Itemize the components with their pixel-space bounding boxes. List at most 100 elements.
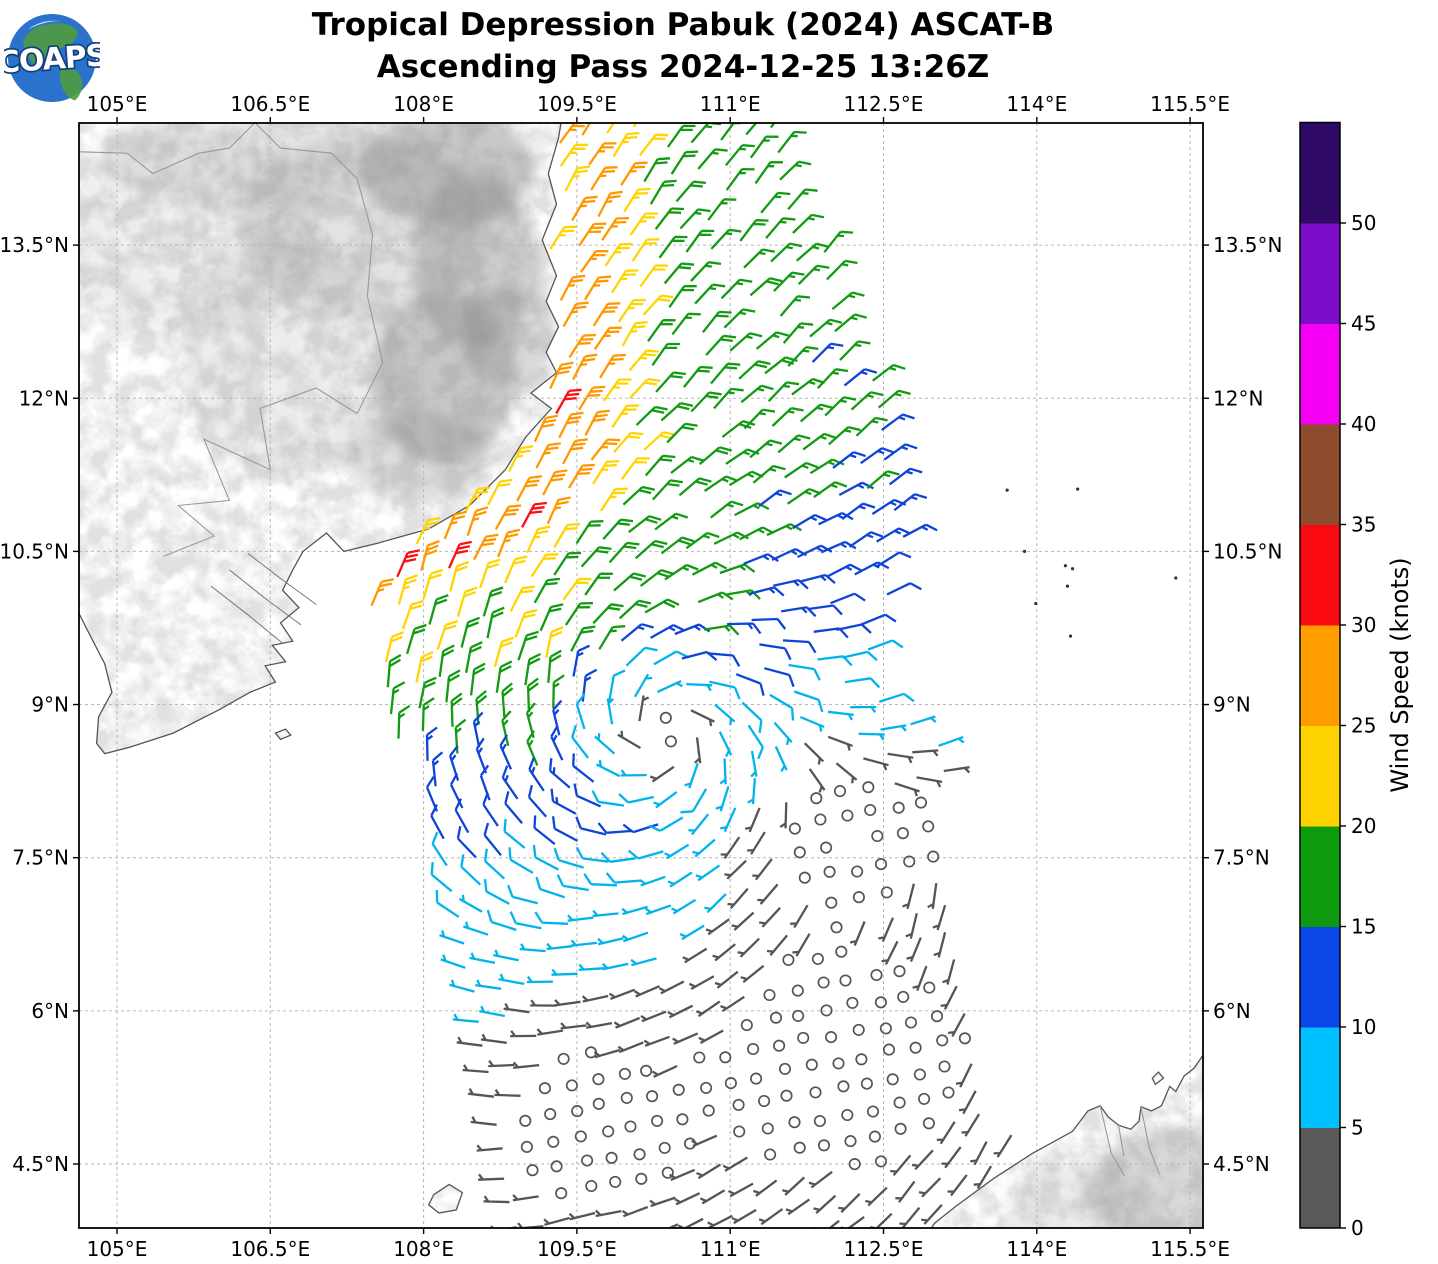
wind-barb — [890, 1154, 912, 1176]
wind-barb — [543, 1216, 570, 1226]
axis-labels: 105°E 105°E 106.5°E 106.5°E 108°E 108°E 109.5°… — [0, 92, 1283, 1261]
wind-barb — [748, 586, 785, 597]
wind-barb — [450, 692, 463, 727]
calm-circle — [809, 1086, 822, 1099]
calm-circle — [747, 1042, 760, 1056]
wind-barb — [581, 123, 592, 136]
calm-circle — [672, 1083, 685, 1096]
wind-barb — [624, 1229, 649, 1237]
wind-barb — [562, 301, 589, 328]
wind-barb — [773, 578, 809, 590]
wind-barb — [629, 212, 658, 236]
wind-barb — [880, 724, 907, 732]
wind-barb — [710, 362, 741, 385]
wind-barb — [642, 294, 674, 316]
wind-barb — [734, 502, 770, 517]
wind-barb — [720, 995, 745, 1013]
calm-circle — [913, 1068, 926, 1081]
wind-barb — [553, 551, 582, 576]
wind-barb — [671, 898, 697, 915]
wind-barb — [472, 533, 499, 561]
wind-barb — [397, 574, 418, 605]
calm-circle — [870, 968, 883, 982]
title-line-1: Tropical Depression Pabuk (2024) ASCAT-B — [311, 7, 1055, 43]
y-tick-label-left: 10.5°N — [0, 539, 69, 563]
wind-barb — [599, 353, 627, 379]
wind-barb — [943, 766, 971, 774]
calm-circle — [848, 1158, 861, 1171]
wind-barb — [769, 123, 776, 129]
wind-barb — [454, 718, 467, 754]
wind-barb — [751, 617, 787, 630]
wind-barb — [575, 816, 607, 836]
wind-barb — [555, 388, 582, 415]
calm-circle — [923, 981, 936, 994]
wind-barb — [370, 578, 394, 607]
wind-barb — [560, 1022, 587, 1030]
wind-barb — [463, 921, 489, 936]
wind-barb — [715, 786, 730, 812]
wind-barb — [508, 445, 534, 473]
wind-barb — [573, 783, 602, 808]
wind-barb — [666, 1223, 679, 1228]
wind-barb — [670, 150, 699, 175]
calm-circle — [903, 855, 916, 868]
calm-circle — [942, 1086, 955, 1099]
wind-barb — [691, 561, 728, 576]
wind-barb — [420, 540, 440, 571]
wind-barb — [581, 994, 609, 1003]
wind-barb — [912, 749, 939, 757]
wind-barb — [464, 486, 491, 513]
calm-circle — [851, 865, 864, 878]
calm-circle — [733, 1125, 746, 1138]
wind-barb — [685, 531, 720, 550]
wind-barb — [604, 242, 633, 267]
wind-barb — [384, 631, 405, 663]
wind-barb — [770, 242, 803, 263]
calm-circle — [862, 781, 875, 794]
wind-barb — [456, 586, 478, 617]
wind-barb — [578, 963, 605, 972]
wind-barb — [651, 479, 683, 501]
wind-barb — [720, 807, 737, 833]
wind-barb — [811, 342, 844, 363]
wind-barb — [841, 502, 876, 521]
colorbar-axis-label: Wind Speed (knots) — [1386, 557, 1414, 792]
wind-barb — [552, 674, 565, 709]
calm-circle — [909, 1041, 922, 1054]
wind-barb — [697, 148, 728, 170]
coastline-con-dao-island — [274, 728, 292, 741]
x-tick-label-bottom: 106.5°E — [230, 1237, 310, 1261]
y-tick-label-left: 7.5°N — [12, 846, 69, 870]
calm-circle — [922, 1117, 935, 1130]
colorbar-outline — [1299, 121, 1341, 1229]
calm-circle — [658, 1141, 671, 1154]
wind-barb — [777, 130, 807, 154]
wind-barb — [834, 313, 868, 333]
calm-circle — [830, 921, 843, 934]
wind-barb — [627, 849, 664, 860]
wind-barb — [533, 414, 559, 443]
wind-barb — [961, 1113, 981, 1137]
wind-barb — [788, 663, 821, 681]
calm-circle — [555, 1187, 568, 1200]
wind-barb — [605, 872, 641, 884]
wind-barb — [658, 235, 688, 259]
wind-barb — [796, 544, 833, 559]
wind-barb — [698, 446, 733, 465]
wind-barb — [621, 905, 648, 916]
wind-barb — [635, 405, 668, 426]
wind-barb — [570, 939, 598, 947]
wind-barb — [831, 291, 865, 310]
wind-barb — [793, 690, 824, 713]
wind-barb — [612, 431, 644, 454]
wind-barb — [497, 528, 521, 558]
wind-barb — [640, 569, 674, 587]
y-tick-label-right: 9°N — [1213, 693, 1251, 717]
wind-barb — [438, 644, 455, 677]
wind-barb — [905, 913, 918, 939]
wind-barb — [570, 625, 596, 652]
calm-circle — [732, 1098, 745, 1111]
x-tick-label-top: 115.5°E — [1150, 92, 1230, 116]
